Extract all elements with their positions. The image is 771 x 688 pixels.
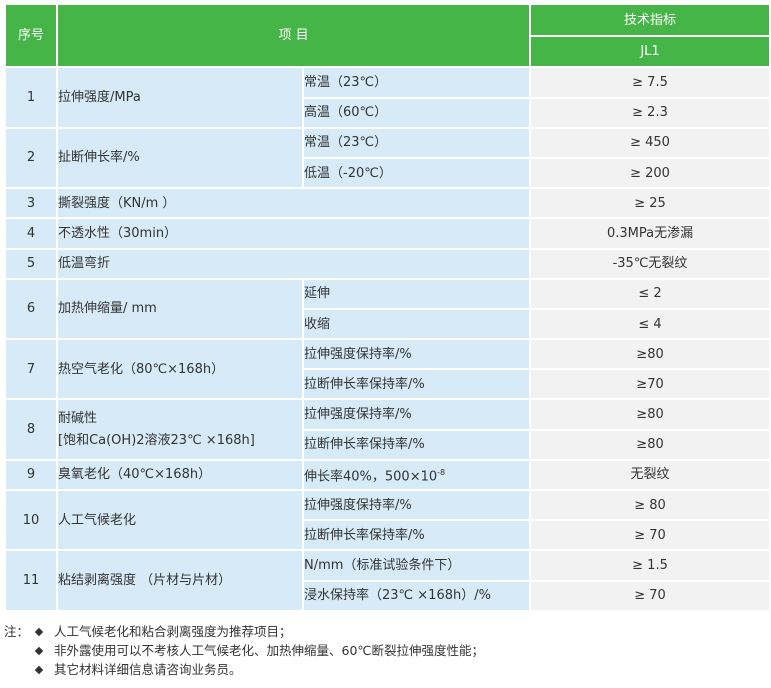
row-number: 7 <box>6 340 56 399</box>
row-condition: 常温（23℃） <box>304 128 530 157</box>
row-item: 臭氧老化（40℃×168h） <box>58 460 302 490</box>
note-text: 非外露使用可以不考核人工气候老化、加热伸缩量、60℃断裂拉伸强度性能； <box>54 643 484 658</box>
table-row: 7 热空气老化（80℃×168h） 拉伸强度保持率/% ≥80 <box>6 340 770 399</box>
row-value: 无裂纹 <box>531 460 770 490</box>
note-item: 其它材料详细信息请咨询业务员。 <box>4 660 764 679</box>
note-text: 其它材料详细信息请咨询业务员。 <box>54 662 242 677</box>
table-row: 10 人工气候老化 拉伸强度保持率/% ≥ 80 <box>6 491 770 550</box>
row-condition: 常温（23℃） <box>304 68 530 97</box>
row-number: 5 <box>6 249 56 278</box>
row-item: 不透水性（30min） <box>58 219 530 248</box>
diamond-bullet-icon <box>34 627 44 636</box>
row-condition: 浸水保持率（23℃ ×168h）/% <box>304 581 530 610</box>
row-number: 4 <box>6 219 56 248</box>
table-row: 5 低温弯折 -35℃无裂纹 <box>6 249 770 278</box>
row-item: 撕裂强度（KN/m ） <box>58 189 530 218</box>
row-item: 耐碱性 [饱和Ca(OH)2溶液23℃ ×168h] <box>58 400 302 459</box>
table-row: 9 臭氧老化（40℃×168h） 伸长率40%，500×10-8 无裂纹 <box>6 460 770 490</box>
row-value: ≥ 70 <box>531 521 770 550</box>
notes: 注： 人工气候老化和粘合剥离强度为推荐项目； 非外露使用可以不考核人工气候老化、… <box>4 622 764 679</box>
row-number: 11 <box>6 551 56 610</box>
row-value: ≥80 <box>531 340 770 369</box>
row-condition: 拉伸强度保持率/% <box>304 491 530 520</box>
note-item: 非外露使用可以不考核人工气候老化、加热伸缩量、60℃断裂拉伸强度性能； <box>4 641 764 660</box>
row-number: 2 <box>6 128 56 188</box>
row-number: 10 <box>6 491 56 550</box>
diamond-bullet-icon <box>34 646 44 655</box>
note-item: 注： 人工气候老化和粘合剥离强度为推荐项目； <box>4 622 764 641</box>
row-item: 热空气老化（80℃×168h） <box>58 340 302 399</box>
row-number: 1 <box>6 68 56 127</box>
header-no: 序号 <box>6 5 56 67</box>
row-value: ≥ 450 <box>531 128 770 157</box>
row-value: ≤ 4 <box>531 309 770 339</box>
table-row: 收缩 ≤ 4 <box>6 309 770 339</box>
diamond-bullet-icon <box>34 665 44 674</box>
row-value: ≥80 <box>531 400 770 429</box>
row-condition: 高温（60℃） <box>304 98 530 127</box>
row-value: ≥80 <box>531 430 770 459</box>
row-item-line2: [饱和Ca(OH)2溶液23℃ ×168h] <box>58 432 255 448</box>
row-condition: 拉断伸长率保持率/% <box>304 521 530 550</box>
row-number: 6 <box>6 279 56 339</box>
row-item-line1: 耐碱性 <box>58 410 98 426</box>
header-item: 项 目 <box>58 5 530 67</box>
table-row: 低温（-20℃） ≥ 200 <box>6 158 770 188</box>
spec-table: 序号 项 目 技术指标 JL1 1 拉伸强度/MPa 常温（23℃） ≥ 7.5… <box>4 3 771 612</box>
row-condition: 拉断伸长率保持率/% <box>304 370 530 399</box>
row-condition: 伸长率40%，500×10-8 <box>304 460 530 490</box>
row-value: ≥ 25 <box>531 189 770 218</box>
row-condition-text: 伸长率40%，500×10 <box>304 469 438 485</box>
row-number: 9 <box>6 460 56 490</box>
header-grade: JL1 <box>531 37 770 67</box>
row-item: 加热伸缩量/ mm <box>58 279 302 339</box>
row-value: -35℃无裂纹 <box>531 249 770 278</box>
row-condition: 拉伸强度保持率/% <box>304 400 530 429</box>
row-value: ≤ 2 <box>531 279 770 308</box>
table-row: 拉断伸长率保持率/% ≥70 <box>6 370 770 399</box>
table-row: 浸水保持率（23℃ ×168h）/% ≥ 70 <box>6 581 770 610</box>
row-number: 3 <box>6 189 56 218</box>
row-item: 低温弯折 <box>58 249 530 278</box>
row-condition-exponent: -8 <box>437 468 446 478</box>
note-text: 人工气候老化和粘合剥离强度为推荐项目； <box>54 624 292 639</box>
row-condition: 收缩 <box>304 309 530 339</box>
table-row: 11 粘结剥离强度 （片材与片材） N/mm（标准试验条件下） ≥ 1.5 <box>6 551 770 610</box>
table-row: 6 加热伸缩量/ mm 延伸 ≤ 2 <box>6 279 770 339</box>
row-condition: 拉伸强度保持率/% <box>304 340 530 369</box>
row-value: ≥ 1.5 <box>531 551 770 580</box>
row-condition: 延伸 <box>304 279 530 308</box>
row-value: 0.3MPa无渗漏 <box>531 219 770 248</box>
table-row: 拉断伸长率保持率/% ≥80 <box>6 430 770 459</box>
row-value: ≥ 2.3 <box>531 98 770 127</box>
row-condition: N/mm（标准试验条件下） <box>304 551 530 580</box>
table-row: 4 不透水性（30min） 0.3MPa无渗漏 <box>6 219 770 248</box>
table-row: 拉断伸长率保持率/% ≥ 70 <box>6 521 770 550</box>
row-value: ≥ 80 <box>531 491 770 520</box>
table-row: 2 扯断伸长率/% 常温（23℃） ≥ 450 <box>6 128 770 188</box>
row-number: 8 <box>6 400 56 459</box>
row-value: ≥ 7.5 <box>531 68 770 97</box>
row-condition: 拉断伸长率保持率/% <box>304 430 530 459</box>
row-condition: 低温（-20℃） <box>304 158 530 188</box>
row-item: 扯断伸长率/% <box>58 128 302 188</box>
table-row: 8 耐碱性 [饱和Ca(OH)2溶液23℃ ×168h] 拉伸强度保持率/% ≥… <box>6 400 770 459</box>
row-item: 粘结剥离强度 （片材与片材） <box>58 551 302 610</box>
notes-label: 注： <box>4 624 30 639</box>
row-item: 人工气候老化 <box>58 491 302 550</box>
row-value: ≥ 200 <box>531 158 770 188</box>
table-row: 3 撕裂强度（KN/m ） ≥ 25 <box>6 189 770 218</box>
row-value: ≥70 <box>531 370 770 399</box>
table-row: 1 拉伸强度/MPa 常温（23℃） ≥ 7.5 <box>6 68 770 127</box>
header-spec: 技术指标 <box>531 5 770 36</box>
row-item: 拉伸强度/MPa <box>58 68 302 127</box>
row-value: ≥ 70 <box>531 581 770 610</box>
table-row: 高温（60℃） ≥ 2.3 <box>6 98 770 127</box>
